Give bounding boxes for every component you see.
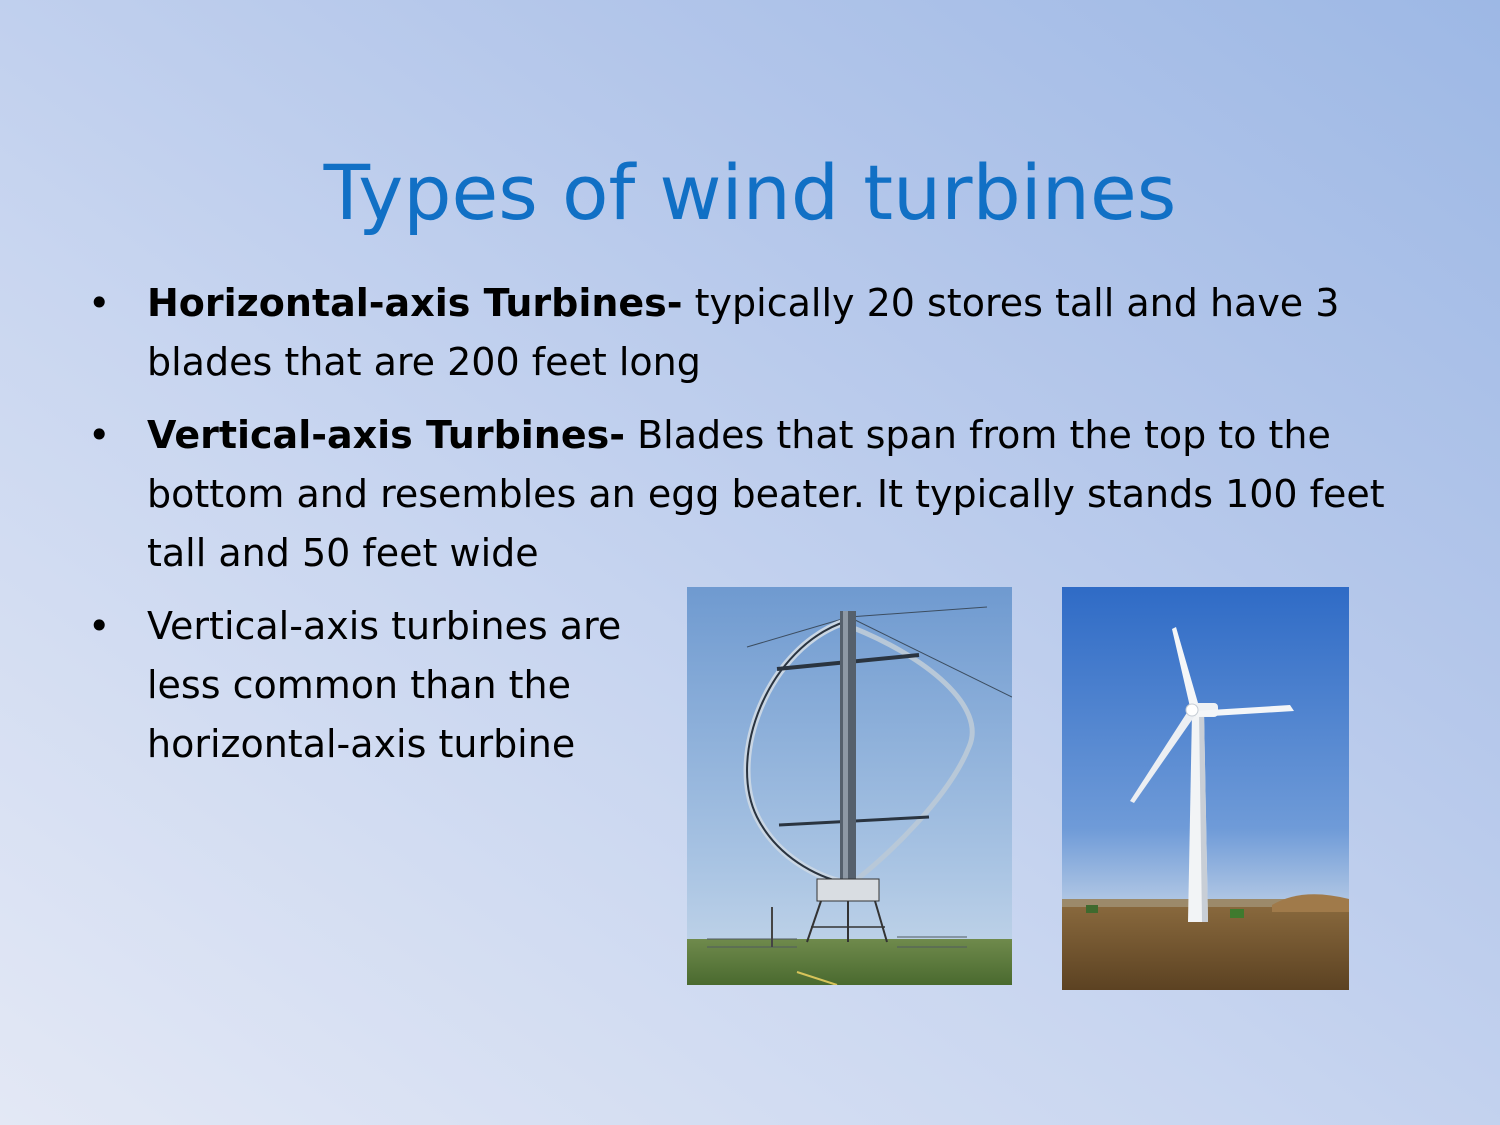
slide-title: Types of wind turbines xyxy=(323,147,1177,237)
horizontal-axis-turbine-photo xyxy=(1062,587,1349,990)
bullet-text: Vertical-axis turbines are less common t… xyxy=(147,604,622,766)
bullet-item: • Horizontal-axis Turbines- typically 20… xyxy=(88,274,1388,392)
bullet-item: • Vertical-axis turbines are less common… xyxy=(88,597,677,774)
bullet-text: typically 20 stores tall and have 3 blad… xyxy=(147,281,1340,384)
bullet-icon: • xyxy=(88,281,111,325)
vertical-axis-turbine-photo xyxy=(687,587,1012,985)
bullet-list: • Horizontal-axis Turbines- typically 20… xyxy=(88,274,1388,788)
bullet-icon: • xyxy=(88,604,111,648)
bullet-bold-text: Horizontal-axis Turbines- xyxy=(147,281,683,325)
bullet-bold-text: Vertical-axis Turbines- xyxy=(147,413,626,457)
bullet-text: Blades that span from the top to the bot… xyxy=(147,413,1385,575)
bullet-icon: • xyxy=(88,413,111,457)
bullet-item: • Vertical-axis Turbines- Blades that sp… xyxy=(88,406,1388,583)
